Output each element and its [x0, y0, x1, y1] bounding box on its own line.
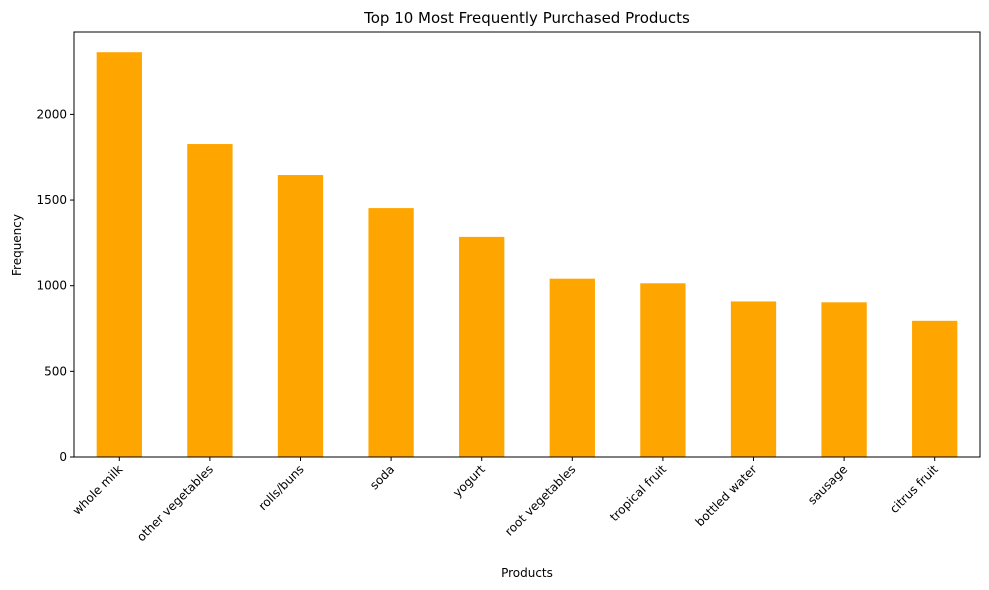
- x-tick-label: citrus fruit: [887, 462, 941, 516]
- y-axis-ticks: 0 500 1000 1500 2000: [36, 107, 74, 464]
- x-tick-label: root vegetables: [502, 462, 578, 538]
- x-axis-label: Products: [501, 566, 553, 580]
- y-tick-label: 1500: [36, 193, 67, 207]
- plot-frame: [73, 31, 981, 458]
- x-tick-label: whole milk: [70, 462, 126, 518]
- x-tick-label: other vegetables: [134, 462, 216, 544]
- y-tick-label: 0: [59, 450, 67, 464]
- bar-other-vegetables: [187, 144, 233, 457]
- bar-whole-milk: [96, 52, 142, 457]
- x-axis-ticks: whole milk other vegetables rolls/buns soda…: [70, 457, 941, 544]
- x-tick-label: soda: [367, 462, 397, 492]
- y-tick-label: 500: [44, 364, 67, 378]
- chart-title: Top 10 Most Frequently Purchased Product…: [363, 9, 690, 27]
- x-tick-label: tropical fruit: [607, 462, 669, 524]
- bar-yogurt: [459, 236, 505, 457]
- y-axis-label: Frequency: [10, 214, 24, 276]
- bar-citrus-fruit: [912, 320, 958, 457]
- x-tick-label: yogurt: [450, 462, 488, 500]
- x-tick-label: bottled water: [693, 462, 760, 529]
- x-tick-label: rolls/buns: [256, 462, 307, 513]
- x-tick-label: sausage: [805, 462, 850, 507]
- bar-root-vegetables: [549, 278, 595, 457]
- bar-bottled-water: [730, 301, 777, 457]
- y-tick-label: 1000: [36, 279, 67, 293]
- bar-tropical-fruit: [640, 283, 686, 457]
- bar-rolls-buns: [277, 175, 324, 457]
- bar-soda: [368, 208, 414, 457]
- bar-sausage: [821, 302, 867, 457]
- y-tick-label: 2000: [36, 107, 67, 121]
- bars-group: [96, 52, 958, 457]
